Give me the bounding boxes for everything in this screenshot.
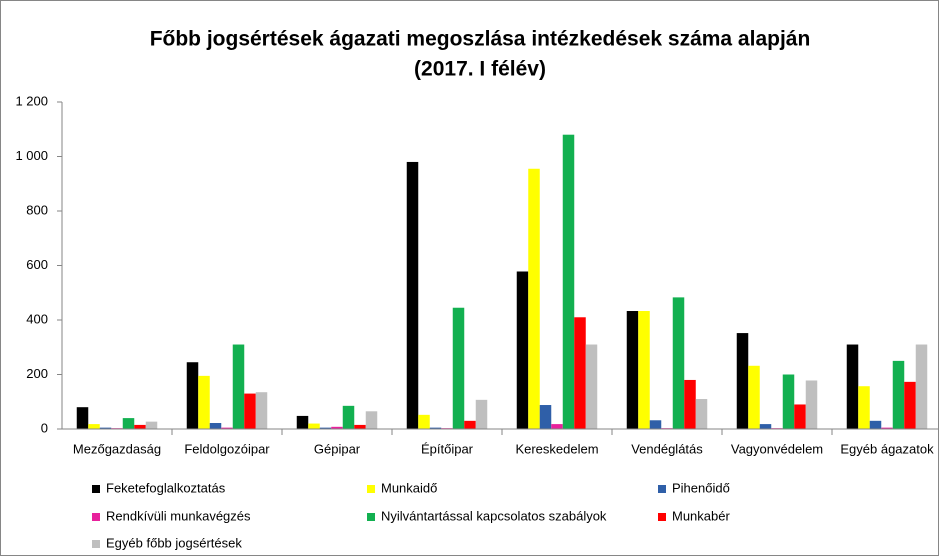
bar bbox=[684, 379, 696, 429]
bar bbox=[585, 344, 598, 429]
bar bbox=[342, 405, 355, 429]
legend-swatch bbox=[92, 485, 100, 493]
y-tick-label: 800 bbox=[26, 202, 48, 217]
bar bbox=[759, 424, 772, 429]
chart-title: Főbb jogsértések ágazati megoszlása inté… bbox=[150, 28, 811, 51]
x-tick-label: Mezőgazdaság bbox=[73, 441, 161, 456]
bar bbox=[539, 405, 552, 429]
bar bbox=[475, 399, 488, 429]
bar bbox=[869, 420, 882, 429]
bar bbox=[232, 344, 245, 429]
bar bbox=[331, 426, 343, 429]
bar bbox=[296, 415, 309, 429]
x-tick-label: Vendéglátás bbox=[631, 441, 703, 456]
bar bbox=[528, 168, 540, 429]
legend-swatch bbox=[367, 513, 375, 521]
bar bbox=[418, 414, 430, 429]
x-tick-label: Építőipar bbox=[421, 441, 474, 456]
bar bbox=[186, 362, 199, 429]
y-tick-label: 200 bbox=[26, 366, 48, 381]
bar bbox=[221, 427, 233, 429]
bar bbox=[354, 424, 366, 429]
legend-label: Munkabér bbox=[672, 508, 730, 523]
bar bbox=[88, 424, 100, 429]
bar bbox=[145, 421, 158, 429]
legend-label: Nyilvántartással kapcsolatos szabályok bbox=[381, 508, 607, 523]
bar bbox=[209, 423, 222, 429]
legend-label: Pihenőidő bbox=[672, 480, 730, 495]
bar bbox=[794, 404, 806, 429]
legend-swatch bbox=[367, 485, 375, 493]
x-tick-label: Egyéb ágazatok bbox=[840, 441, 934, 456]
bar bbox=[638, 311, 650, 429]
x-tick-label: Gépipar bbox=[314, 441, 361, 456]
x-tick-label: Feldolgozóipar bbox=[184, 441, 270, 456]
bar bbox=[452, 307, 465, 429]
bar bbox=[244, 393, 256, 429]
y-tick-label: 600 bbox=[26, 257, 48, 272]
bar bbox=[736, 333, 749, 429]
y-tick-label: 1 000 bbox=[15, 148, 48, 163]
bar bbox=[858, 386, 870, 429]
bar bbox=[562, 134, 575, 429]
legend-swatch bbox=[658, 513, 666, 521]
legend-swatch bbox=[92, 513, 100, 521]
chart-subtitle: (2017. I félév) bbox=[414, 58, 546, 81]
bar bbox=[308, 423, 320, 429]
bar bbox=[76, 407, 89, 429]
bar bbox=[748, 365, 760, 429]
bar bbox=[255, 392, 268, 429]
legend-swatch bbox=[658, 485, 666, 493]
legend-label: Egyéb főbb jogsértések bbox=[106, 535, 242, 550]
bar bbox=[626, 311, 639, 429]
bar bbox=[782, 374, 795, 429]
bar bbox=[429, 427, 442, 429]
bar bbox=[649, 420, 662, 429]
bar bbox=[134, 424, 146, 429]
bar bbox=[695, 399, 708, 429]
bar bbox=[122, 418, 135, 429]
bar bbox=[319, 427, 332, 429]
x-tick-label: Vagyonvédelem bbox=[731, 441, 823, 456]
bar bbox=[464, 420, 476, 429]
bar bbox=[915, 344, 928, 429]
bar bbox=[904, 381, 916, 429]
legend-swatch bbox=[92, 540, 100, 548]
bar bbox=[892, 360, 905, 429]
bar bbox=[672, 297, 685, 429]
y-tick-label: 0 bbox=[41, 420, 48, 435]
y-tick-label: 1 200 bbox=[15, 93, 48, 108]
legend-label: Munkaidő bbox=[381, 480, 437, 495]
bar bbox=[198, 375, 210, 429]
bar bbox=[881, 427, 893, 429]
bar bbox=[846, 344, 859, 429]
bar bbox=[365, 411, 378, 429]
legend-label: Feketefoglalkoztatás bbox=[106, 480, 226, 495]
bar bbox=[99, 427, 112, 429]
y-tick-label: 400 bbox=[26, 311, 48, 326]
bar bbox=[406, 161, 419, 429]
bar bbox=[551, 424, 563, 429]
legend-label: Rendkívüli munkavégzés bbox=[106, 508, 251, 523]
bar bbox=[516, 271, 529, 429]
x-tick-label: Kereskedelem bbox=[515, 441, 598, 456]
bar bbox=[805, 380, 818, 429]
bar bbox=[574, 317, 586, 429]
